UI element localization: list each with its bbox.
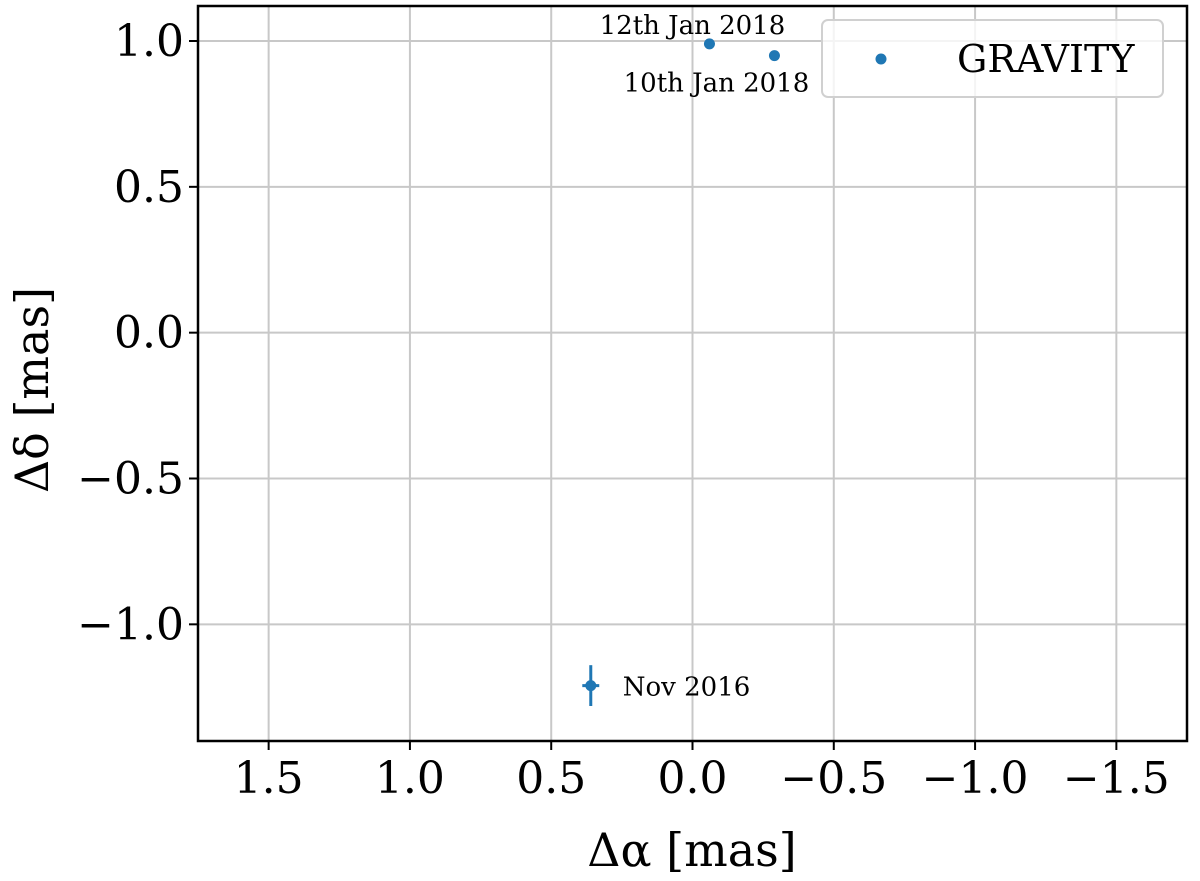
y-tick-label: −1.0 (77, 599, 184, 650)
y-tick-label: 1.0 (114, 16, 184, 67)
point-annotation: 10th Jan 2018 (624, 69, 810, 99)
x-tick-label: 1.5 (234, 753, 304, 804)
legend-box (821, 19, 1164, 98)
legend: GRAVITY (821, 19, 1164, 98)
point-annotation: Nov 2016 (623, 673, 751, 703)
y-tick-label: −0.5 (77, 454, 184, 505)
legend-marker (875, 53, 887, 65)
x-tick-label: 0.5 (516, 753, 586, 804)
x-axis-label: Δα [mas] (587, 823, 796, 877)
legend-label: GRAVITY (957, 37, 1135, 81)
data-point (703, 38, 715, 50)
tick-layer: 1.5 1.0 0.5 0.0 −0.5 −1.0 −1.5 1.0 0.5 0.0 −0.5 −1.… (77, 16, 1170, 804)
grid-layer (198, 6, 1187, 741)
point-annotation: 12th Jan 2018 (600, 11, 786, 41)
x-tick-label: −1.0 (922, 753, 1029, 804)
data-layer: 12th Jan 2018 10th Jan 2018 Nov 2016 (582, 11, 809, 706)
x-tick-label: 0.0 (658, 753, 728, 804)
y-tick-label: 0.5 (114, 162, 184, 213)
data-point (768, 50, 780, 62)
data-point (585, 680, 597, 692)
y-tick-label: 0.0 (114, 308, 184, 359)
x-tick-label: −0.5 (780, 753, 887, 804)
y-axis-label: Δδ [mas] (5, 287, 59, 493)
x-tick-label: −1.5 (1063, 753, 1170, 804)
x-tick-label: 1.0 (375, 753, 445, 804)
